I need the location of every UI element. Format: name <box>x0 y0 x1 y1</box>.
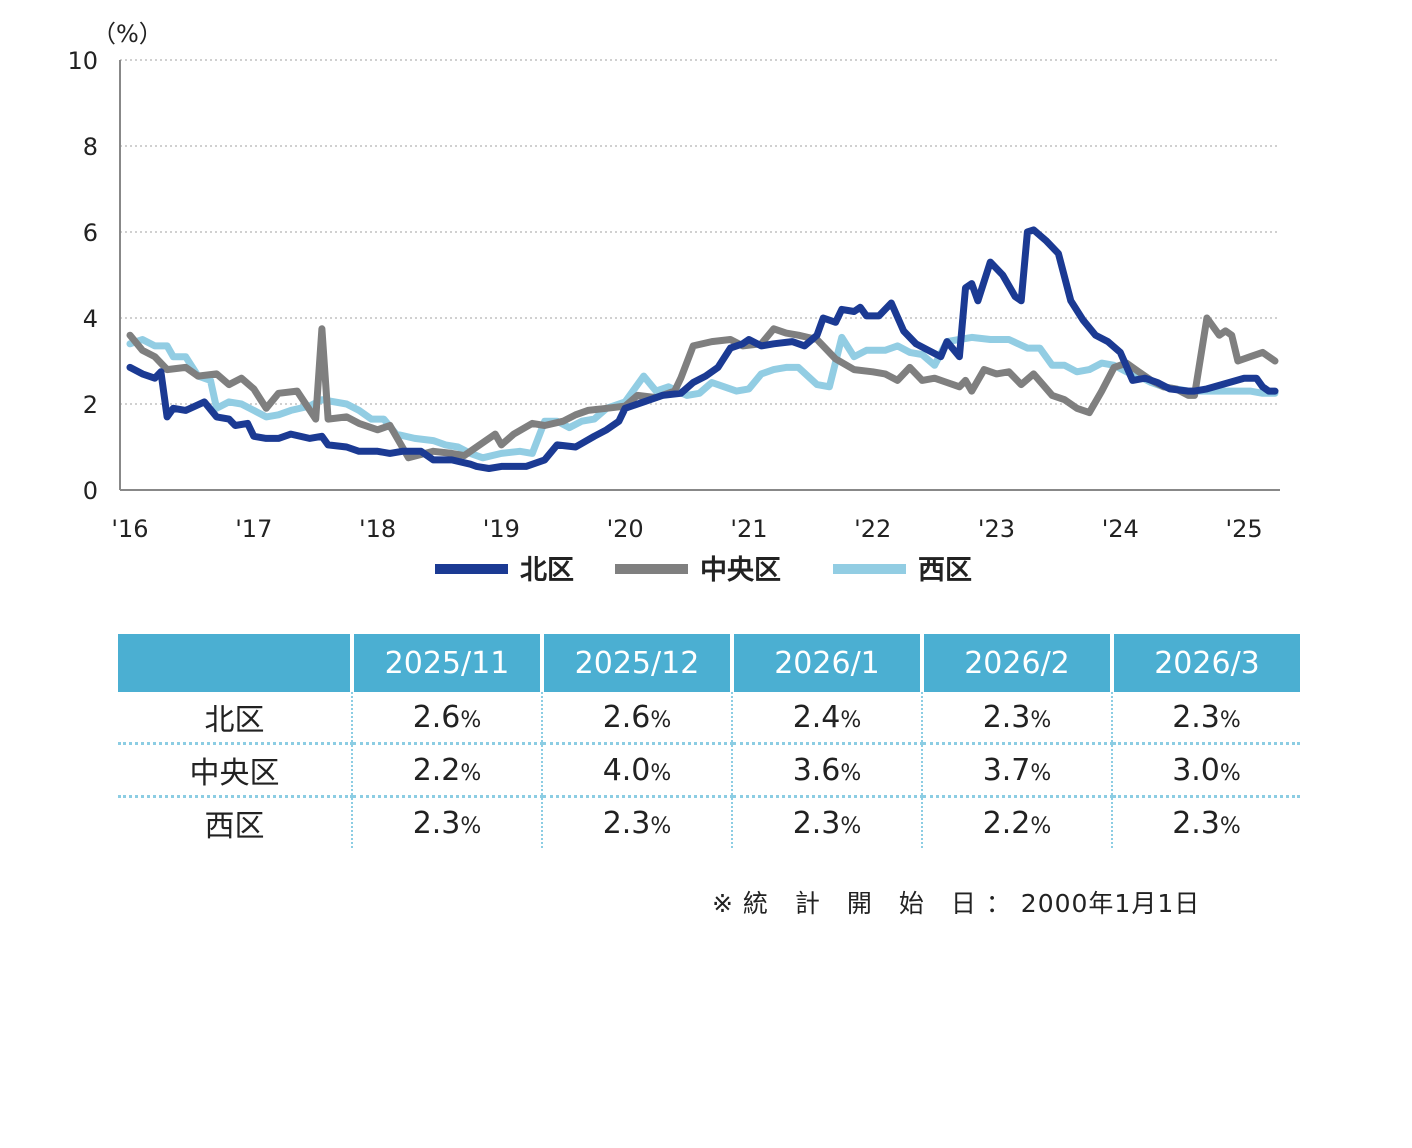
y-tick-label: 4 <box>83 305 98 333</box>
table-cell: 2.3% <box>921 692 1112 745</box>
grid-lines <box>120 59 1280 405</box>
y-tick-label: 8 <box>83 133 98 161</box>
table-row: 北区 2.6% 2.6% 2.4% 2.3% 2.3% <box>118 692 1300 745</box>
y-tick-label: 10 <box>67 47 98 75</box>
x-tick-label: '16 <box>111 515 148 543</box>
summary-table: 2025/11 2025/12 2026/1 2026/2 2026/3 北区 … <box>118 634 1300 848</box>
table-header-cell: 2026/1 <box>730 634 922 692</box>
x-tick-label: '19 <box>483 515 520 543</box>
table-header-row: 2025/11 2025/12 2026/1 2026/2 2026/3 <box>118 634 1300 692</box>
table-cell: 2.3% <box>541 796 732 848</box>
row-label: 西区 <box>204 809 265 844</box>
table-cell: 2.3% <box>1111 796 1300 848</box>
x-tick-label: '22 <box>854 515 891 543</box>
footnote: ※ 統 計 開 始 日 ： 2000年1月1日 <box>712 889 1201 918</box>
y-axis-ticks: 0 2 4 6 8 10 <box>67 47 98 505</box>
series-line <box>126 226 1279 472</box>
table-cell: 3.6% <box>731 743 922 798</box>
table-cell: 2.2% <box>921 796 1112 848</box>
table-cell: 2.4% <box>731 692 922 745</box>
table-cell: 2.3% <box>1111 692 1300 745</box>
legend: 北区 中央区 西区 <box>435 555 972 586</box>
table-header-cell: 2026/2 <box>920 634 1112 692</box>
table-header-cell: 2026/3 <box>1110 634 1300 692</box>
table-cell: 3.0% <box>1111 743 1300 798</box>
y-tick-label: 0 <box>83 477 98 505</box>
legend-label: 北区 <box>520 555 574 586</box>
x-tick-label: '23 <box>978 515 1015 543</box>
series-lines <box>126 226 1279 472</box>
x-tick-label: '18 <box>359 515 396 543</box>
x-tick-label: '21 <box>730 515 767 543</box>
row-label: 中央区 <box>118 743 352 798</box>
table-row: 西区 2.3% 2.3% 2.3% 2.2% 2.3% <box>118 796 1300 848</box>
table-cell: 4.0% <box>541 743 732 798</box>
table-cell: 2.6% <box>541 692 732 745</box>
row-label: 北区 <box>118 692 352 745</box>
legend-label: 中央区 <box>700 555 781 586</box>
y-unit-label: （%） <box>92 20 163 48</box>
table-header-cell <box>118 634 352 692</box>
x-axis-ticks: '16 '17 '18 '19 '20 '21 '22 '23 '24 '25 <box>111 515 1262 543</box>
series-line <box>126 333 1279 462</box>
table-cell: 2.3% <box>351 796 542 848</box>
x-tick-label: '17 <box>235 515 272 543</box>
y-tick-label: 2 <box>83 391 98 419</box>
table-header-cell: 2025/11 <box>350 634 542 692</box>
table-cell: 2.6% <box>351 692 542 745</box>
table-cell: 2.3% <box>731 796 922 848</box>
table-cell: 2.2% <box>351 743 542 798</box>
table-header-cell: 2025/12 <box>540 634 732 692</box>
x-tick-label: '25 <box>1225 515 1262 543</box>
y-tick-label: 6 <box>83 219 98 247</box>
x-tick-label: '24 <box>1102 515 1139 543</box>
table-row: 中央区 2.2% 4.0% 3.6% 3.7% 3.0% <box>118 743 1300 798</box>
x-tick-label: '20 <box>607 515 644 543</box>
table-cell: 3.7% <box>921 743 1112 798</box>
legend-label: 西区 <box>918 555 972 586</box>
